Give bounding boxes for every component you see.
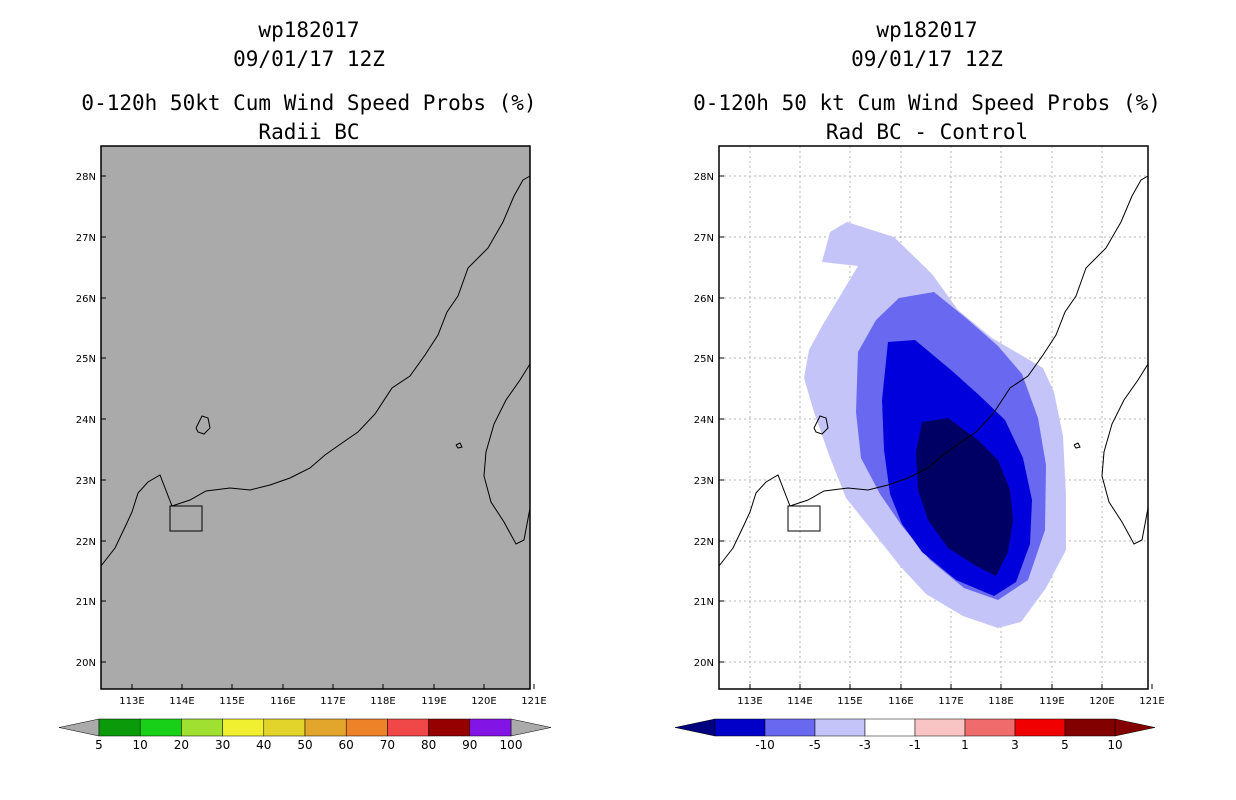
right-date: 09/01/17 12Z — [851, 47, 1003, 71]
lat-tick-label: 21N — [76, 597, 96, 608]
lon-tick-label: 116E — [270, 696, 295, 707]
lon-tick-label: 116E — [888, 696, 913, 707]
colorbar-swatch — [469, 718, 512, 737]
right-coastline — [718, 175, 1149, 567]
lat-tick-label: 23N — [694, 476, 714, 487]
colorbar-swatch — [914, 718, 966, 737]
lat-tick-label: 27N — [76, 233, 96, 244]
colorbar-swatch — [964, 718, 1016, 737]
lat-tick-label: 24N — [76, 415, 96, 426]
lon-tick-label: 119E — [421, 696, 446, 707]
colorbar-label: 1 — [961, 738, 969, 752]
lon-tick-label: 120E — [1089, 696, 1114, 707]
lon-tick-label: 113E — [119, 696, 144, 707]
colorbar-label: 40 — [256, 738, 271, 752]
left-coastline — [100, 175, 531, 567]
colorbar-swatch — [814, 718, 866, 737]
colorbar-high-arrow — [1114, 718, 1156, 737]
lon-tick-label: 114E — [787, 696, 812, 707]
lat-tick-label: 20N — [76, 658, 96, 669]
colorbar-label: -10 — [755, 738, 775, 752]
lon-tick-label: 121E — [521, 696, 546, 707]
colorbar-label: -3 — [859, 738, 871, 752]
lon-tick-label: 121E — [1139, 696, 1164, 707]
left-map-frame — [100, 145, 531, 690]
colorbar-label: 10 — [1107, 738, 1122, 752]
colorbar-low-arrow — [674, 718, 716, 737]
colorbar-swatch — [263, 718, 306, 737]
colorbar-label: 20 — [174, 738, 189, 752]
lat-tick-label: 22N — [76, 537, 96, 548]
left-storm-id: wp182017 — [258, 18, 360, 42]
right-panel: wp182017 09/01/17 12Z 0-120h 50 kt Cum W… — [618, 0, 1236, 800]
lat-tick-label: 28N — [694, 172, 714, 183]
probability-difference-contours — [804, 222, 1066, 628]
lon-tick-label: 118E — [988, 696, 1013, 707]
colorbar-label: 30 — [215, 738, 230, 752]
lat-tick-label: 24N — [694, 415, 714, 426]
colorbar-swatch — [764, 718, 816, 737]
lon-tick-label: 113E — [737, 696, 762, 707]
left-product-title: 0-120h 50kt Cum Wind Speed Probs (%) — [81, 91, 537, 115]
lat-tick-label: 26N — [694, 294, 714, 305]
lat-tick-label: 26N — [76, 294, 96, 305]
colorbar-label: 100 — [500, 738, 523, 752]
colorbar-label: 5 — [1061, 738, 1069, 752]
colorbar-label: 5 — [95, 738, 103, 752]
lat-tick-label: 25N — [76, 354, 96, 365]
right-storm-id: wp182017 — [876, 18, 978, 42]
lon-tick-label: 114E — [169, 696, 194, 707]
colorbar-high-arrow — [510, 718, 552, 737]
lon-tick-label: 115E — [219, 696, 244, 707]
lon-tick-label: 117E — [938, 696, 963, 707]
colorbar-label: -1 — [909, 738, 921, 752]
colorbar-swatch — [387, 718, 429, 737]
colorbar-swatch — [98, 718, 141, 737]
lon-tick-label: 120E — [471, 696, 496, 707]
colorbar-label: 50 — [297, 738, 312, 752]
colorbar-swatch — [181, 718, 223, 737]
lon-tick-label: 117E — [320, 696, 345, 707]
colorbar-swatch — [345, 718, 388, 737]
lat-tick-label: 20N — [694, 658, 714, 669]
lat-tick-label: 25N — [694, 354, 714, 365]
right-subtitle: Rad BC - Control — [825, 120, 1029, 144]
right-map: 113E 114E 115E 116E 117E 118E 119E 120E 121E 28N… — [674, 145, 1165, 752]
colorbar-swatch — [139, 718, 182, 737]
colorbar-label: 3 — [1011, 738, 1019, 752]
left-map-fill — [101, 146, 530, 689]
colorbar-label: 90 — [462, 738, 477, 752]
colorbar-low-arrow — [58, 718, 100, 737]
lon-tick-label: 115E — [837, 696, 862, 707]
colorbar-label: 80 — [421, 738, 436, 752]
lat-tick-label: 27N — [694, 233, 714, 244]
colorbar-swatch — [428, 718, 471, 737]
lon-tick-label: 119E — [1039, 696, 1064, 707]
colorbar-label: 60 — [339, 738, 354, 752]
colorbar-label: 10 — [133, 738, 148, 752]
lat-tick-label: 21N — [694, 597, 714, 608]
colorbar-swatch — [1014, 718, 1066, 737]
left-map: 113E 114E 115E 116E 117E 118E 119E 120E 121E 28N… — [58, 145, 552, 752]
colorbar-label: -5 — [809, 738, 821, 752]
left-subtitle: Radii BC — [258, 120, 360, 144]
lat-tick-label: 28N — [76, 172, 96, 183]
colorbar-swatch — [864, 718, 916, 737]
left-panel: wp182017 09/01/17 12Z 0-120h 50kt Cum Wi… — [58, 18, 552, 752]
colorbar-label: 70 — [380, 738, 395, 752]
lat-tick-label: 23N — [76, 476, 96, 487]
colorbar-swatch — [304, 718, 347, 737]
left-date: 09/01/17 12Z — [233, 47, 385, 71]
lon-tick-label: 118E — [370, 696, 395, 707]
right-product-title: 0-120h 50 kt Cum Wind Speed Probs (%) — [693, 91, 1161, 115]
colorbar-swatch — [222, 718, 265, 737]
right-map-frame — [718, 145, 1149, 690]
lat-tick-label: 22N — [694, 537, 714, 548]
colorbar-swatch — [714, 718, 766, 737]
colorbar-swatch — [1064, 718, 1116, 737]
